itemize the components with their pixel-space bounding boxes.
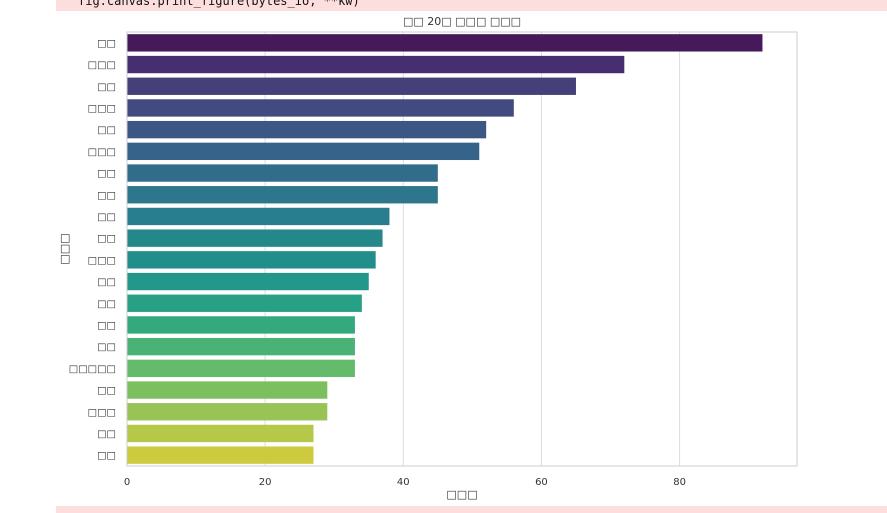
y-tick-label: □□ <box>97 299 116 310</box>
y-tick-label: □□ <box>97 342 116 353</box>
bar <box>127 424 314 443</box>
grid-lines <box>264 32 681 466</box>
y-tick-label: □□ <box>97 212 116 223</box>
y-tick-label: □□□ <box>88 103 116 114</box>
bar <box>127 251 376 269</box>
y-tick-label: □□ <box>97 277 116 288</box>
y-tick-label: □□ <box>97 234 116 245</box>
bar <box>127 229 383 247</box>
bar <box>127 120 487 139</box>
bar <box>127 55 625 74</box>
y-tick-label: □□ <box>97 451 116 462</box>
stderr-output-band: fig.canvas.print_figure(bytes_io, **kw) <box>56 0 887 11</box>
bar <box>127 186 438 204</box>
y-tick-label: □□□ <box>88 60 116 71</box>
y-tick-label: □□ <box>97 82 116 93</box>
x-tick-labels: 0 20 40 60 80 <box>124 477 686 488</box>
plot-frame <box>126 31 798 467</box>
bar <box>127 164 438 182</box>
y-tick-label: □□ <box>97 38 116 49</box>
bar <box>127 359 355 378</box>
bar <box>127 316 355 334</box>
bar <box>127 446 314 464</box>
y-tick-label: □□ <box>97 125 116 136</box>
chart-title: □□ 20□ □□□ □□□ <box>403 15 521 28</box>
bar <box>127 34 763 52</box>
y-tick-label: □□ <box>97 169 116 180</box>
y-axis-label: □□□ <box>58 233 71 264</box>
x-tick-label: 40 <box>397 477 410 488</box>
x-tick-label: 0 <box>124 477 130 488</box>
y-tick-labels: □□□□□□□□□□□□□□□□□□□□□□□□□□□□□□□□□□□□□□□□… <box>69 38 116 461</box>
y-tick-label: □□□ <box>88 407 116 418</box>
x-tick-label: 60 <box>535 477 548 488</box>
bar <box>127 207 390 226</box>
bar <box>127 99 514 117</box>
bar <box>127 337 355 356</box>
y-tick-label: □□□ <box>88 255 116 266</box>
bar <box>127 142 480 161</box>
y-tick-label: □□ <box>97 320 116 331</box>
output-bottom-band <box>56 506 887 513</box>
bar <box>127 403 328 421</box>
bar <box>127 272 369 291</box>
y-tick-label: □□□□□ <box>69 364 116 375</box>
x-axis-label: □□□ <box>446 488 477 501</box>
y-tick-label: □□ <box>97 190 116 201</box>
x-tick-label: 20 <box>259 477 272 488</box>
bar <box>127 294 362 312</box>
x-tick-label: 80 <box>673 477 686 488</box>
bar <box>127 381 328 399</box>
bars <box>127 34 763 464</box>
y-tick-label: □□□ <box>88 147 116 158</box>
bar <box>127 77 576 95</box>
y-tick-label: □□ <box>97 429 116 440</box>
stderr-text: fig.canvas.print_figure(bytes_io, **kw) <box>78 0 360 8</box>
y-tick-label: □□ <box>97 386 116 397</box>
